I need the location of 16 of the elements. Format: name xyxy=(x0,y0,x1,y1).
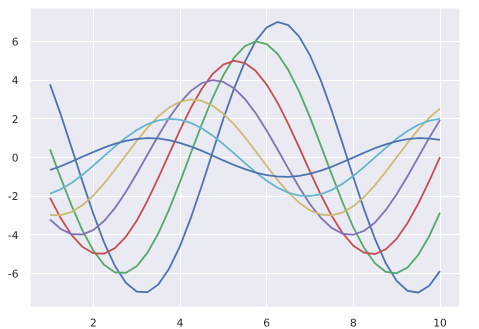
line-series xyxy=(49,98,441,216)
y-tick-label: 6 xyxy=(12,35,19,48)
x-tick-label: 4 xyxy=(176,316,184,329)
x-tick-label: 2 xyxy=(90,316,97,329)
y-tick-label: -2 xyxy=(8,190,19,204)
x-tick-label: 8 xyxy=(350,316,357,329)
x-tick-label: 6 xyxy=(263,316,270,329)
x-tick-label: 10 xyxy=(433,316,447,329)
line-series xyxy=(49,118,441,197)
y-tick-label: -4 xyxy=(8,228,19,242)
y-tick-label: 4 xyxy=(12,74,19,88)
y-tick-label: 0 xyxy=(12,152,19,164)
y-tick-label: -6 xyxy=(8,268,19,281)
line-series xyxy=(49,60,441,255)
line-series xyxy=(49,79,441,236)
y-tick-label: 2 xyxy=(12,112,18,126)
